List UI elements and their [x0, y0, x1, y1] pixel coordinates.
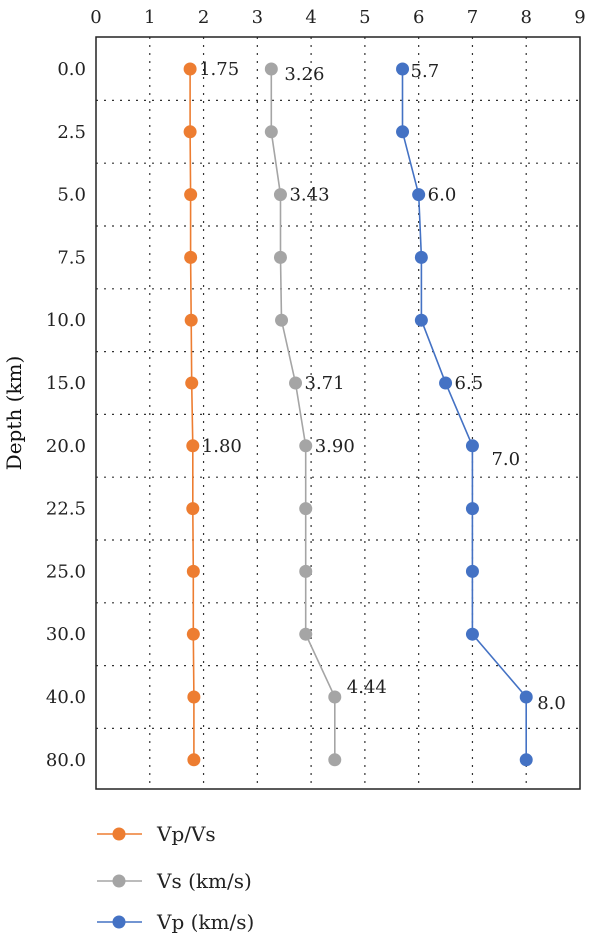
data-point [299, 439, 313, 453]
y-tick-label: 40.0 [46, 687, 86, 708]
data-label: 3.71 [305, 373, 345, 394]
data-label: 3.26 [284, 64, 324, 85]
data-point [412, 188, 426, 202]
data-point [519, 753, 533, 767]
y-tick-label: 10.0 [46, 310, 86, 331]
y-tick-label: 30.0 [46, 624, 86, 645]
data-label: 1.80 [202, 436, 242, 457]
series-line [401, 69, 528, 760]
plot-frame [95, 36, 581, 790]
legend-item: Vp (km/s) [97, 910, 254, 934]
y-tick-label: 7.5 [57, 247, 86, 268]
data-point [264, 62, 278, 76]
data-labels: 1.75 1.80 3.26 3.43 3.71 3.90 4.44 5.7 6.0 6.5 7.0… [199, 59, 566, 714]
y-tick-label: 5.0 [57, 185, 86, 206]
series-line [270, 69, 336, 760]
data-point [396, 62, 410, 76]
data-point [328, 690, 342, 704]
data-point [299, 627, 313, 641]
data-point [273, 188, 287, 202]
x-tick-label: 1 [144, 7, 155, 28]
legend-item: Vs (km/s) [97, 869, 252, 893]
legend-label: Vp (km/s) [156, 910, 254, 934]
x-tick-label: 9 [574, 7, 585, 28]
series-2 [396, 62, 533, 767]
x-tick-label: 5 [359, 7, 370, 28]
y-tick-label: 25.0 [46, 561, 86, 582]
x-tick-label: 2 [198, 7, 209, 28]
data-point [186, 627, 200, 641]
x-tick-label: 0 [90, 7, 101, 28]
legend-item: Vp/Vs [97, 822, 216, 846]
series-0 [183, 62, 201, 767]
x-tick-label: 8 [520, 7, 531, 28]
data-point [396, 125, 410, 139]
data-point [273, 250, 287, 264]
data-point [275, 313, 289, 327]
y-tick-label: 80.0 [46, 750, 86, 771]
data-point [185, 376, 199, 390]
data-label: 8.0 [537, 693, 566, 714]
data-point [328, 753, 342, 767]
legend-marker [112, 874, 126, 888]
y-tick-label: 2.5 [57, 122, 86, 143]
series-line [189, 69, 195, 760]
data-label: 3.43 [289, 185, 329, 206]
data-point [465, 439, 479, 453]
x-tick-label: 7 [467, 7, 478, 28]
y-axis-ticks: 0.0 2.5 5.0 7.5 10.0 15.0 20.0 22.5 25.0 30.0 40.0… [46, 59, 86, 771]
legend-label: Vp/Vs [156, 822, 216, 846]
data-point [183, 62, 197, 76]
data-point [289, 376, 303, 390]
y-tick-label: 0.0 [57, 59, 86, 80]
data-point [186, 439, 200, 453]
x-tick-label: 6 [413, 7, 424, 28]
y-tick-label: 22.5 [46, 499, 86, 520]
series [183, 62, 533, 767]
data-point [519, 690, 533, 704]
legend: Vp/Vs Vs (km/s) Vp (km/s) [97, 822, 254, 934]
data-point [465, 502, 479, 516]
data-point [184, 313, 198, 327]
y-tick-label: 20.0 [46, 436, 86, 457]
series-1 [264, 62, 342, 767]
data-point [414, 250, 428, 264]
data-point [439, 376, 453, 390]
x-axis-ticks: 0 1 2 3 4 5 6 7 8 9 [90, 7, 585, 28]
data-label: 6.5 [455, 373, 484, 394]
data-point [187, 690, 201, 704]
x-tick-label: 3 [252, 7, 263, 28]
data-label: 1.75 [199, 59, 239, 80]
data-point [465, 627, 479, 641]
data-point [187, 753, 201, 767]
legend-marker [112, 827, 126, 841]
y-tick-label: 15.0 [46, 373, 86, 394]
data-point [184, 250, 198, 264]
data-label: 3.90 [315, 436, 355, 457]
data-label: 5.7 [411, 61, 440, 82]
data-point [299, 564, 313, 578]
data-point [264, 125, 278, 139]
data-point [299, 502, 313, 516]
x-tick-label: 4 [305, 7, 316, 28]
data-label: 7.0 [491, 449, 520, 470]
data-point [183, 125, 197, 139]
data-point [414, 313, 428, 327]
data-point [465, 564, 479, 578]
y-axis-label: Depth (km) [2, 356, 26, 471]
data-point [186, 502, 200, 516]
data-point [184, 188, 198, 202]
data-point [186, 564, 200, 578]
grid [96, 37, 580, 789]
data-label: 4.44 [347, 677, 387, 698]
legend-marker [112, 915, 126, 929]
legend-label: Vs (km/s) [156, 869, 252, 893]
data-label: 6.0 [428, 185, 457, 206]
